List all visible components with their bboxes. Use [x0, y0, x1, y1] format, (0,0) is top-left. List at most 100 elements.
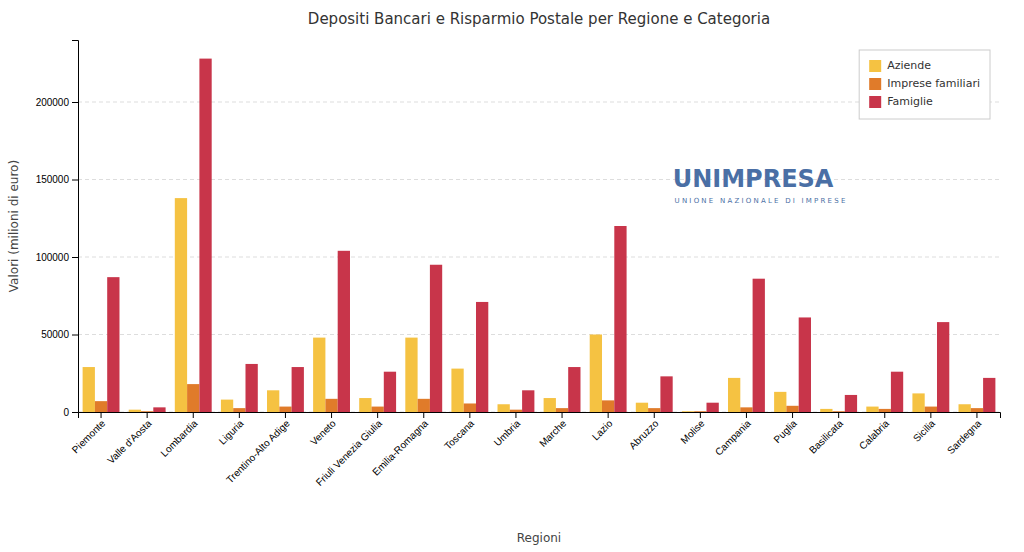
- x-tick-label: Abruzzo: [627, 417, 661, 451]
- x-tick-mark: [377, 412, 378, 418]
- x-tick-label: Marche: [537, 417, 569, 449]
- x-tick-label: Toscana: [442, 417, 476, 451]
- bar: [141, 411, 153, 412]
- grid: [78, 102, 1000, 412]
- y-tick-mark: [72, 257, 78, 258]
- y-tick: 50000: [41, 329, 78, 340]
- annotation: UNIMPRESA: [673, 165, 834, 193]
- bar: [706, 403, 718, 412]
- bar: [833, 411, 845, 412]
- bar: [451, 369, 463, 412]
- x-tick-label: Lazio: [590, 417, 615, 442]
- bar: [728, 378, 740, 412]
- annotation: U N I O N E N A Z I O N A L E D I I M P …: [675, 197, 846, 205]
- bar: [522, 390, 534, 412]
- x-tick-mark: [976, 412, 977, 418]
- bar: [799, 317, 811, 412]
- x-tick: Lazio: [590, 412, 615, 442]
- bar: [636, 403, 648, 412]
- y-tick-mark: [72, 180, 78, 181]
- bar: [292, 367, 304, 412]
- bar: [682, 411, 694, 412]
- y-tick-mark: [72, 412, 78, 413]
- y-tick-mark: [72, 335, 78, 336]
- bar: [187, 384, 199, 412]
- bar: [233, 408, 245, 412]
- y-axis-title: Valori (milioni di euro): [7, 160, 21, 292]
- x-tick-label: Calabria: [857, 417, 891, 451]
- x-axis: PiemonteValle d'AostaLombardia LiguriaTre…: [70, 412, 1001, 488]
- bar-series: [95, 384, 983, 412]
- y-axis: 0 50000 100000 150000 200000: [36, 41, 79, 418]
- bar: [405, 338, 417, 412]
- bar: [648, 408, 660, 412]
- bar: [279, 407, 291, 412]
- bar: [602, 400, 614, 412]
- bar: [590, 335, 602, 413]
- legend-swatch: [869, 96, 881, 108]
- legend-label: Aziende: [887, 59, 931, 72]
- x-tick-label: Valle d'Aosta: [105, 417, 154, 466]
- x-tick: Liguria: [217, 412, 246, 447]
- x-tick: Veneto: [308, 412, 338, 447]
- bar: [568, 367, 580, 412]
- x-tick-mark: [562, 412, 563, 418]
- x-tick-mark: [700, 412, 701, 418]
- x-axis-line: [79, 413, 1001, 419]
- bar: [786, 406, 798, 412]
- bar: [221, 400, 233, 412]
- bar: [925, 407, 937, 412]
- x-tick-label: Puglia: [771, 417, 799, 445]
- bar: [614, 226, 626, 412]
- legend-item: Aziende: [869, 59, 931, 72]
- bar: [694, 411, 706, 412]
- plot: 0 50000 100000 150000 200000 PiemonteValle d'…: [36, 41, 1001, 488]
- x-tick-label: Lombardia: [158, 417, 199, 458]
- annotations: UNIMPRESA U N I O N E N A Z I O N A L E D…: [673, 165, 846, 206]
- y-tick-label: 200000: [36, 97, 70, 108]
- x-tick-mark: [285, 412, 286, 418]
- bar: [510, 410, 522, 412]
- legend-label: Famiglie: [887, 95, 933, 108]
- bar: [245, 364, 257, 412]
- y-tick-label: 150000: [36, 174, 70, 185]
- bar: [175, 198, 187, 412]
- x-tick: Lombardia: [158, 412, 199, 459]
- bar: [660, 376, 672, 412]
- bar: [430, 265, 442, 412]
- x-tick-label: Sicilia: [911, 417, 938, 444]
- x-tick-label: Friuli Venezia Giulia: [314, 417, 385, 488]
- y-tick: 0: [63, 407, 78, 418]
- x-tick-mark: [930, 412, 931, 418]
- x-tick: Abruzzo: [627, 412, 661, 451]
- legend-swatch: [869, 78, 881, 90]
- y-tick: 100000: [36, 252, 78, 263]
- x-tick-label: Piemonte: [70, 417, 108, 455]
- x-tick-label: Molise: [678, 417, 707, 446]
- bar: [937, 322, 949, 412]
- x-tick-label: Liguria: [217, 417, 246, 446]
- x-tick-label: Campania: [713, 417, 753, 457]
- x-tick-mark: [884, 412, 885, 418]
- legend-label: Imprese familiari: [887, 77, 980, 90]
- y-tick-mark: [72, 102, 78, 103]
- x-tick-label: Umbria: [492, 417, 523, 448]
- grid-line: [78, 257, 1000, 258]
- bar: [820, 409, 832, 412]
- legend: Aziende Imprese familiari Famiglie: [859, 50, 990, 119]
- bar: [866, 407, 878, 412]
- x-tick-mark: [469, 412, 470, 418]
- bar: [199, 59, 211, 412]
- x-tick: Sardegna: [945, 412, 984, 456]
- x-tick-mark: [515, 412, 516, 418]
- bar: [879, 409, 891, 412]
- x-axis-title: Regioni: [517, 531, 561, 545]
- bar: [983, 378, 995, 412]
- bar: [740, 407, 752, 412]
- bar: [556, 408, 568, 412]
- x-tick: Puglia: [771, 412, 799, 445]
- legend-swatch: [869, 60, 881, 72]
- x-tick-label: Trentino-Alto Adige: [224, 417, 292, 485]
- x-tick-mark: [193, 412, 194, 418]
- bar: [338, 251, 350, 412]
